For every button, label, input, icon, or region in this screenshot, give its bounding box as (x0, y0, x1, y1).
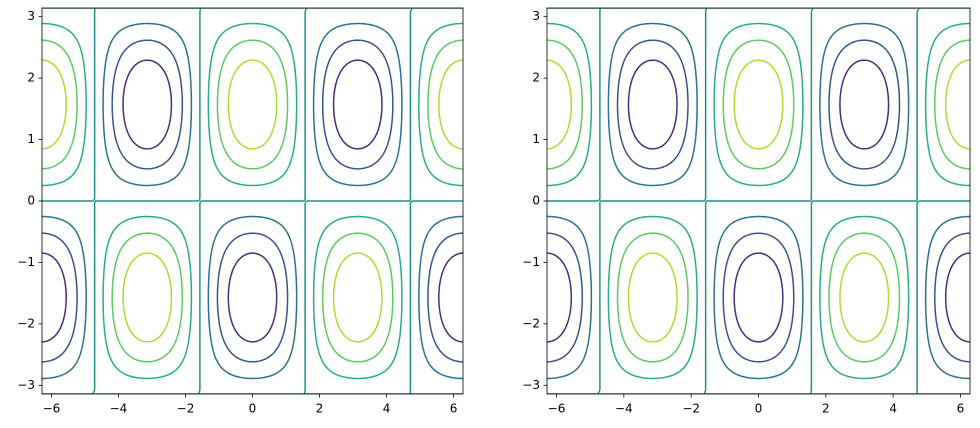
y-tick-label: 3 (532, 9, 540, 23)
contour-line (42, 22, 463, 380)
contour-line (42, 8, 463, 394)
x-tick-label: −4 (615, 402, 633, 416)
x-tick-label: −6 (43, 402, 61, 416)
y-tick-label: −1 (17, 255, 35, 269)
contour-line (547, 22, 970, 380)
y-tick-label: 3 (27, 9, 35, 23)
y-tick-label: −2 (17, 316, 35, 330)
y-tick-label: −1 (522, 255, 540, 269)
contour-line (42, 39, 463, 363)
x-tick-label: 2 (822, 402, 830, 416)
contour-line (547, 39, 970, 363)
y-tick-label: −3 (17, 378, 35, 392)
y-tick-label: 2 (532, 71, 540, 85)
axes: −6 −4 −2 0 2 4 6 −3 −2 −1 0 1 2 3 (522, 7, 971, 416)
contour-line (547, 59, 970, 343)
x-tick-label: −6 (548, 402, 566, 416)
y-tick-label: 0 (27, 194, 35, 208)
x-tick-label: 4 (383, 402, 391, 416)
x-tick-label: 6 (450, 402, 458, 416)
y-tick-label: −3 (522, 378, 540, 392)
y-tick-label: −2 (522, 316, 540, 330)
y-tick-label: 0 (532, 194, 540, 208)
contour-line (42, 59, 463, 343)
contour-line (547, 22, 970, 380)
x-tick-label: 0 (755, 402, 763, 416)
x-tick-label: 6 (957, 402, 965, 416)
y-tick-label: 2 (27, 71, 35, 85)
contour-line (547, 8, 970, 394)
contour-line (42, 59, 463, 343)
contour-line (42, 22, 463, 380)
contour-line (547, 39, 970, 363)
contour-line (547, 59, 970, 343)
axes: −6 −4 −2 0 2 4 6 −3 −2 −1 0 1 2 3 (17, 7, 464, 416)
x-tick-label: −2 (682, 402, 700, 416)
x-tick-label: 2 (316, 402, 324, 416)
x-tick-label: 0 (249, 402, 257, 416)
x-tick-label: −4 (110, 402, 128, 416)
x-tick-label: 4 (889, 402, 897, 416)
x-tick-label: −2 (177, 402, 195, 416)
y-tick-label: 1 (532, 132, 540, 146)
y-tick-label: 1 (27, 132, 35, 146)
contour-line (42, 39, 463, 363)
